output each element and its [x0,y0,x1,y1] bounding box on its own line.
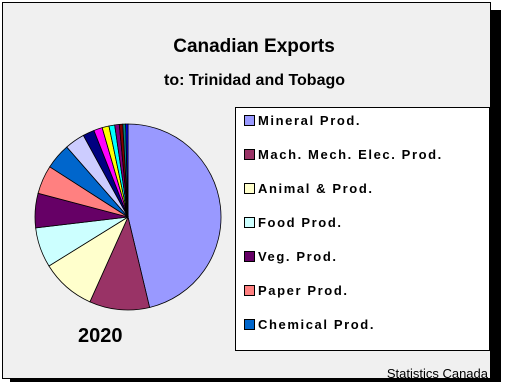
legend-item: Animal & Prod. [244,180,374,196]
chart-year: 2020 [78,325,123,347]
legend-label: Paper Prod. [258,282,349,298]
legend-label: Food Prod. [258,214,343,230]
legend-swatch [244,250,255,262]
chart-subtitle: to: Trinidad and Tobago [164,72,346,89]
legend-swatch [244,182,255,194]
legend-item: Mach. Mech. Elec. Prod. [244,146,443,162]
legend-swatch [244,284,255,296]
legend-label: Mineral Prod. [258,112,362,128]
legend-item: Food Prod. [244,214,343,230]
legend-item: Mineral Prod. [244,112,361,128]
legend-label: Animal & Prod. [258,180,374,196]
legend-swatch [244,114,255,126]
legend-label: Chemical Prod. [258,316,376,332]
source-credit: Statistics Canada [386,366,488,381]
chart-title: Canadian Exports [173,36,335,57]
pie-slice [125,123,129,218]
legend-swatch [244,216,255,228]
legend-item: Chemical Prod. [244,316,375,332]
legend-swatch [244,148,255,160]
pie-slice [127,123,222,308]
legend-item: Veg. Prod. [244,248,338,264]
legend-label: Veg. Prod. [258,248,338,264]
legend: Mineral Prod. Mach. Mech. Elec. Prod. Anim… [235,107,490,351]
legend-item: Paper Prod. [244,282,349,298]
legend-swatch [244,318,255,330]
legend-label: Mach. Mech. Elec. Prod. [258,146,443,162]
